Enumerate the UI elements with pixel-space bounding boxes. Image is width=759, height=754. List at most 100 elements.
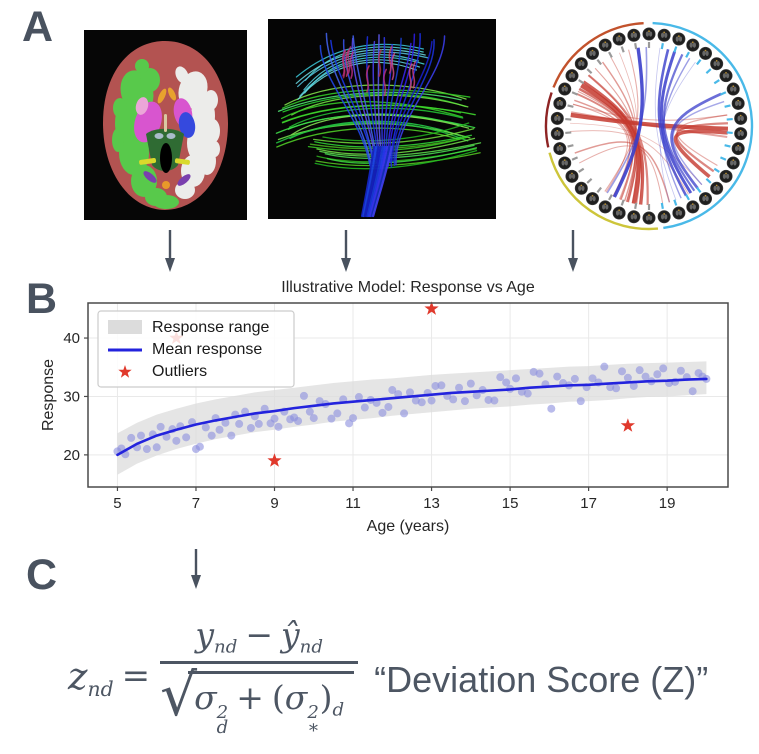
x-tick-label: 13 [423, 495, 440, 512]
node-tick [705, 68, 712, 74]
scatter-point [299, 391, 308, 400]
scatter-point [327, 414, 336, 423]
chart-legend: Response range Mean response Outliers [97, 310, 295, 388]
scatter-point [460, 397, 469, 406]
outlier-star [267, 453, 282, 467]
scatter-point [472, 391, 481, 400]
scatter-point [623, 373, 632, 382]
scatter-point [641, 372, 650, 381]
scatter-point [600, 362, 609, 371]
node-tick [578, 79, 585, 85]
scatter-point [502, 378, 511, 387]
scatter-point [349, 414, 358, 423]
legend-label: Response range [152, 319, 270, 336]
scatter-point [490, 396, 499, 405]
scatter-point [394, 390, 403, 399]
scatter-point [162, 432, 171, 441]
formula-numerator: ynd − ŷnd [195, 614, 323, 657]
y-axis-label: Response [40, 359, 57, 431]
panel-a-label: A [22, 3, 54, 51]
node-tick [685, 51, 690, 58]
plot-frame [87, 302, 729, 488]
x-tick-label: 15 [502, 495, 519, 512]
x-tick-label: 17 [580, 495, 597, 512]
scatter-point [309, 414, 318, 423]
legend-label: Mean response [152, 341, 262, 358]
x-axis-label: Age (years) [367, 518, 450, 535]
legend-band-swatch [108, 320, 142, 334]
connectome-image [544, 21, 754, 231]
scatter-point [360, 403, 369, 412]
scatter-point [137, 431, 146, 440]
scatter-point [547, 404, 556, 413]
scatter-point [142, 445, 151, 454]
connectome-edge [576, 93, 634, 201]
scatter-point [127, 433, 136, 442]
radicand: σ 2 d + (σ 2 ∗)d [188, 670, 355, 738]
scatter-point [484, 395, 493, 404]
scatter-point [427, 396, 436, 405]
node-tick [620, 46, 625, 53]
scatter-point [437, 381, 446, 390]
x-tick-label: 9 [270, 495, 278, 512]
x-tick-label: 7 [192, 495, 200, 512]
node-tick [696, 59, 702, 66]
brain-node-icon [699, 46, 713, 60]
legend-star-swatch [118, 365, 132, 378]
node-tick [719, 91, 727, 96]
node-tick [660, 202, 664, 210]
scatter-point [535, 369, 544, 378]
brain-node-icon [699, 192, 713, 206]
formula-lhs: znd [68, 654, 114, 701]
scatter-point [431, 381, 440, 390]
scatter-point [612, 384, 621, 393]
deviation-score-caption: “Deviation Score (Z)” [374, 659, 709, 700]
down-arrow-icon [191, 549, 201, 589]
deviation-score-formula: znd = ynd − ŷnd √ σ 2 d + (σ 2 ∗)d “Deviation Sc… [68, 600, 708, 752]
response-range-band [117, 361, 707, 475]
connectome-edge [654, 47, 677, 201]
connectome-edge [659, 50, 693, 194]
x-tick-label: 5 [113, 495, 121, 512]
y-tick-label: 20 [63, 447, 80, 464]
scatter-point [333, 409, 342, 418]
node-tick [596, 186, 602, 193]
node-tick [571, 156, 579, 161]
scatter-point [405, 388, 414, 397]
scatter-point [496, 373, 505, 382]
connectome-edge [570, 112, 729, 131]
scatter-point [207, 431, 216, 440]
down-arrow-icon [568, 230, 578, 272]
scatter-point [246, 424, 255, 433]
node-tick [634, 202, 638, 210]
connectome-edge [572, 103, 629, 193]
node-tick [705, 178, 712, 184]
scatter-point [384, 402, 393, 411]
node-tick [719, 156, 727, 161]
scatter-point [449, 395, 458, 404]
scatter-point [576, 397, 585, 406]
connectome-edge [672, 100, 725, 186]
node-tick [660, 42, 664, 50]
scatter-point [511, 374, 520, 383]
scatter-point [388, 386, 397, 395]
node-tick [608, 194, 613, 201]
node-tick [620, 199, 625, 206]
scatter-point [588, 374, 597, 383]
scatter-point [400, 409, 409, 418]
scatter-point [553, 372, 562, 381]
scatter-point [172, 436, 181, 445]
scatter-point [195, 442, 204, 451]
node-tick [673, 199, 678, 206]
brain-node-icon [558, 156, 572, 170]
formula-denominator: √ σ 2 d + (σ 2 ∗)d [160, 660, 359, 738]
scatter-point [354, 393, 363, 402]
chart-title: Illustrative Model: Response vs Age [281, 279, 535, 296]
node-tick [634, 42, 638, 50]
formula-fraction: ynd − ŷnd √ σ 2 d + (σ 2 ∗)d [160, 614, 359, 738]
scatter-point [635, 366, 644, 375]
connectome-edge [587, 74, 649, 206]
node-tick [571, 91, 579, 96]
scatter-point [201, 423, 210, 432]
down-arrow-icon [341, 230, 351, 272]
